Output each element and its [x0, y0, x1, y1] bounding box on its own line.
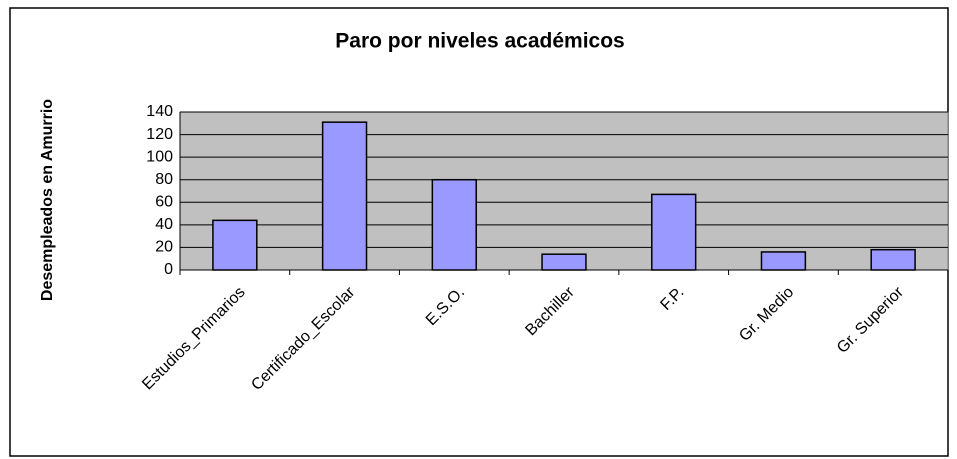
y-tick-label: 60 [155, 194, 173, 211]
chart-title: Paro por niveles académicos [335, 30, 624, 53]
y-tick-label: 80 [155, 171, 173, 188]
y-tick-label: 0 [164, 261, 173, 278]
y-tick-label: 20 [155, 239, 173, 256]
bar [431, 178, 477, 271]
y-tick-label: 140 [146, 103, 173, 120]
bar [870, 248, 916, 271]
y-axis-label: Desempleados en Amurrio [39, 99, 56, 301]
plot-area [179, 111, 949, 271]
bar [760, 251, 807, 271]
y-tick-label: 40 [155, 216, 173, 233]
bar [321, 121, 368, 271]
y-tick-label: 100 [146, 148, 173, 165]
bar [212, 219, 258, 271]
bar [541, 253, 587, 271]
bar [651, 193, 697, 271]
y-tick-label: 120 [146, 126, 173, 143]
